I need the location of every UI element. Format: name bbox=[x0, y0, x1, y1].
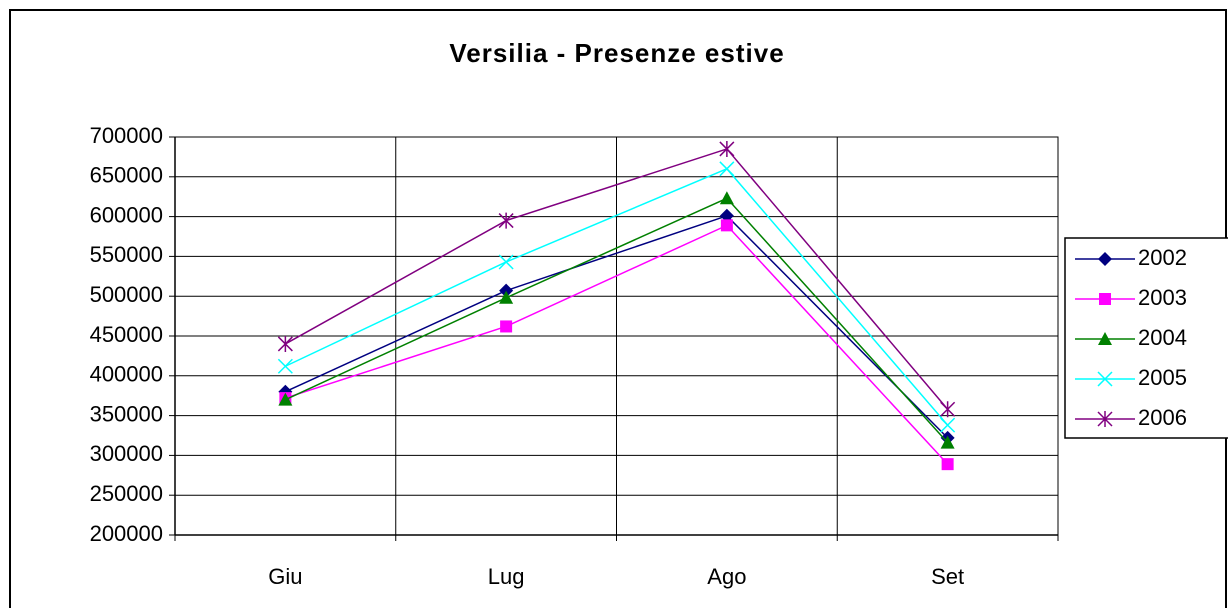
series-line bbox=[285, 197, 949, 444]
y-tick-label: 300000 bbox=[90, 441, 163, 466]
marker bbox=[940, 401, 956, 418]
marker bbox=[498, 254, 514, 270]
legend-label: 2002 bbox=[1138, 245, 1187, 270]
marker bbox=[278, 392, 293, 406]
legend-marker bbox=[1099, 293, 1111, 305]
legend-label: 2005 bbox=[1138, 365, 1187, 390]
y-tick-label: 200000 bbox=[90, 521, 163, 546]
y-tick-label: 350000 bbox=[90, 401, 163, 426]
marker bbox=[940, 435, 955, 449]
marker bbox=[940, 417, 956, 433]
legend-label: 2006 bbox=[1138, 405, 1187, 430]
chart-title: Versilia - Presenze estive bbox=[449, 38, 784, 68]
marker bbox=[498, 212, 514, 229]
y-tick-label: 650000 bbox=[90, 163, 163, 188]
legend-label: 2004 bbox=[1138, 325, 1187, 350]
marker bbox=[719, 191, 734, 205]
marker bbox=[499, 290, 514, 304]
y-tick-label: 250000 bbox=[90, 481, 163, 506]
x-tick-label: Ago bbox=[707, 564, 746, 589]
series-line bbox=[285, 148, 949, 410]
series-line bbox=[285, 167, 949, 426]
marker bbox=[719, 208, 734, 223]
y-tick-label: 400000 bbox=[90, 362, 163, 387]
x-tick-label: Lug bbox=[488, 564, 525, 589]
y-tick-label: 500000 bbox=[90, 282, 163, 307]
legend-marker bbox=[1097, 411, 1113, 427]
x-tick-label: Set bbox=[931, 564, 964, 589]
marker bbox=[720, 219, 733, 232]
y-tick-label: 700000 bbox=[90, 123, 163, 148]
marker bbox=[719, 140, 735, 157]
series-line bbox=[285, 224, 949, 465]
legend-marker bbox=[1098, 252, 1112, 266]
marker bbox=[499, 283, 514, 298]
marker bbox=[500, 320, 513, 333]
marker bbox=[277, 335, 293, 352]
y-tick-label: 450000 bbox=[90, 322, 163, 347]
legend-label: 2003 bbox=[1138, 285, 1187, 310]
legend-box bbox=[1064, 237, 1228, 439]
marker bbox=[941, 458, 954, 471]
legend-marker bbox=[1097, 371, 1113, 387]
y-tick-label: 600000 bbox=[90, 202, 163, 227]
marker bbox=[277, 358, 293, 374]
x-tick-label: Giu bbox=[268, 564, 302, 589]
series-line bbox=[285, 214, 949, 439]
y-tick-label: 550000 bbox=[90, 242, 163, 267]
marker bbox=[719, 161, 735, 177]
legend-marker bbox=[1098, 332, 1112, 345]
